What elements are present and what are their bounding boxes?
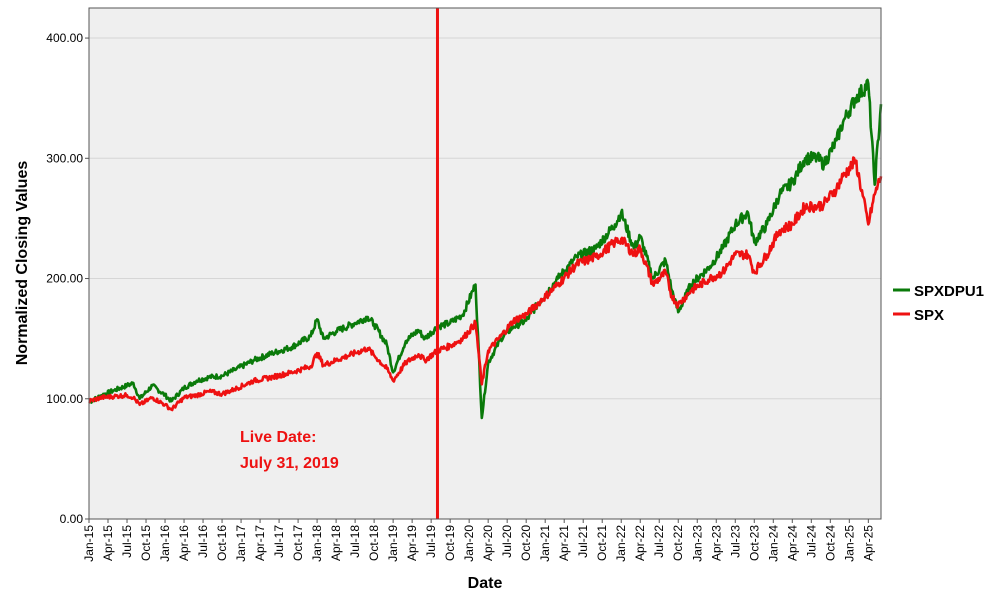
x-axis-ticks: Jan-15 Apr-15 Jul-15 Oct-15 Jan-16 Apr-16 Jul-… [82,519,875,562]
x-tick-label: Jul-16 [196,525,210,558]
x-tick-label: Oct-16 [215,525,229,561]
y-tick-label: 300.00 [46,151,83,165]
x-tick-label: Oct-17 [291,525,305,561]
plot-background [89,8,881,519]
y-tick-label: 400.00 [46,31,83,45]
x-tick-label: Jan-25 [842,525,856,562]
x-tick-label: Jul-20 [500,525,514,558]
x-tick-label: Jul-22 [652,525,666,558]
x-tick-label: Apr-16 [177,525,191,561]
x-tick-label: Oct-20 [519,525,533,561]
x-tick-label: Oct-22 [671,525,685,561]
x-tick-label: Apr-24 [785,525,799,561]
x-tick-label: Jul-23 [728,525,742,558]
y-axis-ticks: 0.00 100.00 200.00 300.00 400.00 [46,31,89,526]
series-layer [88,78,883,420]
x-tick-label: Jul-24 [804,525,818,558]
x-tick-label: Oct-15 [139,525,153,561]
legend-label-spxdpu1: SPXDPU1 [914,283,984,300]
x-tick-label: Oct-21 [595,525,609,561]
x-tick-label: Jul-15 [120,525,134,558]
x-tick-label: Oct-24 [823,525,837,561]
x-tick-label: Jan-20 [462,525,476,562]
live-date-label-line1: Live Date: [240,429,316,446]
x-tick-label: Jan-23 [690,525,704,562]
x-axis-title: Date [468,575,503,592]
x-tick-label: Apr-21 [557,525,571,561]
series-line-spx [88,156,883,412]
x-tick-label: Apr-18 [329,525,343,561]
x-tick-label: Apr-23 [709,525,723,561]
y-tick-label: 0.00 [60,512,84,526]
x-tick-label: Oct-18 [367,525,381,561]
y-tick-label: 100.00 [46,392,83,406]
x-tick-label: Jul-17 [272,525,286,558]
x-tick-label: Jan-22 [614,525,628,562]
legend: SPXDPU1 SPX [893,283,984,324]
x-tick-label: Jan-24 [766,525,780,562]
x-tick-label: Jul-18 [348,525,362,558]
x-tick-label: Jan-16 [158,525,172,562]
gridlines [89,37,881,400]
x-tick-label: Apr-20 [481,525,495,561]
x-tick-label: Jan-17 [234,525,248,562]
series-line-spxdpu1 [88,78,883,420]
x-tick-label: Apr-22 [633,525,647,561]
x-tick-label: Jan-15 [82,525,96,562]
x-tick-label: Oct-23 [747,525,761,561]
plot-frame [88,7,882,520]
x-tick-label: Jan-19 [386,525,400,562]
x-tick-label: Oct-19 [443,525,457,561]
x-tick-label: Jan-21 [538,525,552,562]
live-date-label-line2: July 31, 2019 [240,455,339,472]
x-tick-label: Apr-17 [253,525,267,561]
x-tick-label: Jul-21 [576,525,590,558]
x-tick-label: Jul-19 [424,525,438,558]
x-tick-label: Apr-15 [101,525,115,561]
x-tick-label: Apr-19 [405,525,419,561]
y-tick-label: 200.00 [46,272,83,286]
legend-label-spx: SPX [914,307,944,324]
x-tick-label: Apr-25 [861,525,875,561]
x-tick-label: Jan-18 [310,525,324,562]
y-axis-title: Normalized Closing Values [14,161,31,366]
